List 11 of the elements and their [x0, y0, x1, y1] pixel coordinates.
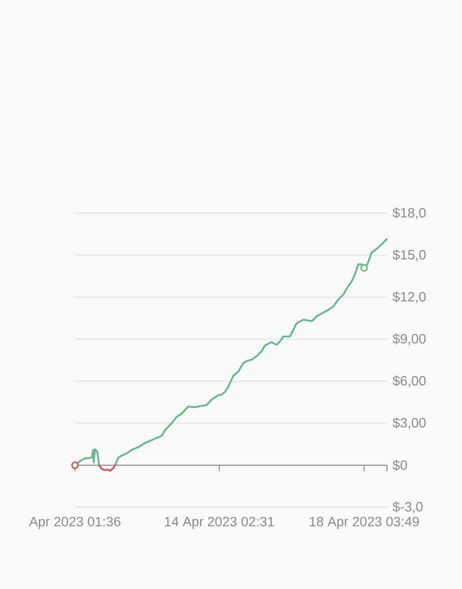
x-tick-label: Apr 2023 01:36 [29, 516, 120, 530]
x-tick-label: 18 Apr 2023 03:49 [310, 516, 419, 530]
y-tick-label: $12,0 [392, 291, 426, 304]
y-tick-label: $3,00 [392, 417, 426, 430]
x-tick-label: 14 Apr 2023 02:31 [164, 516, 274, 530]
y-tick-label: $-3,0 [392, 501, 423, 514]
y-tick-label: $18,0 [392, 207, 426, 220]
y-tick-label: $15,0 [392, 249, 426, 262]
y-tick-label: $9,00 [392, 333, 426, 346]
y-tick-label: $6,00 [392, 375, 426, 388]
y-tick-label: $0 [392, 460, 407, 471]
